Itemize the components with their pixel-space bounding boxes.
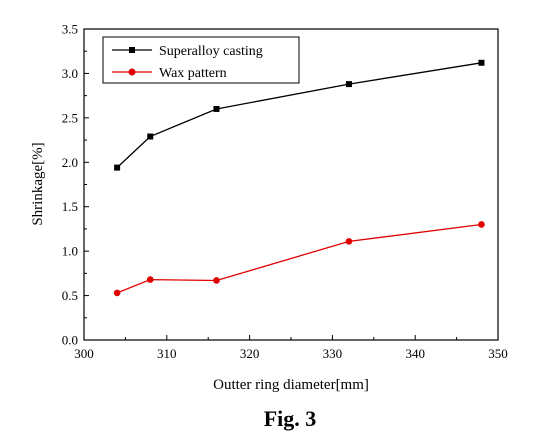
y-tick-label: 0.0 bbox=[62, 333, 78, 348]
y-tick-label: 1.0 bbox=[62, 244, 78, 259]
data-point-circle bbox=[213, 277, 220, 284]
series-line-1 bbox=[116, 223, 482, 294]
data-point-square bbox=[478, 59, 485, 66]
y-tick-label: 0.5 bbox=[62, 288, 78, 303]
data-point-circle bbox=[345, 238, 353, 245]
figure-caption: Fig. 3 bbox=[264, 406, 317, 431]
y-tick-label: 2.0 bbox=[62, 155, 78, 170]
series-layer bbox=[113, 59, 485, 297]
data-point-square bbox=[213, 105, 220, 112]
legend-marker-superalloy bbox=[129, 47, 135, 53]
data-point-square bbox=[345, 81, 352, 88]
data-point-square bbox=[114, 164, 121, 171]
data-point-circle bbox=[146, 276, 154, 283]
data-point-circle bbox=[478, 221, 485, 228]
data-point-square bbox=[147, 133, 154, 140]
legend-label-wax: Wax pattern bbox=[159, 66, 227, 81]
x-tick-label: 310 bbox=[157, 346, 177, 361]
legend: Superalloy casting Wax pattern bbox=[102, 36, 300, 84]
axis-ticks: 300 310 320 330 340 350 0.0 0.5 1.0 1.5 2.0 2.5 3.0 3… bbox=[62, 22, 508, 362]
y-axis-label: Shrinkage[%] bbox=[30, 142, 46, 225]
x-tick-label: 350 bbox=[488, 346, 508, 361]
x-tick-label: 300 bbox=[74, 346, 94, 361]
y-tick-label: 2.5 bbox=[62, 110, 78, 125]
x-tick-label: 320 bbox=[240, 346, 260, 361]
y-tick-label: 1.5 bbox=[62, 199, 78, 214]
x-tick-label: 340 bbox=[405, 346, 425, 361]
legend-label-superalloy: Superalloy casting bbox=[159, 44, 263, 59]
legend-marker-wax bbox=[128, 68, 136, 76]
x-tick-label: 330 bbox=[323, 346, 343, 361]
x-axis-label: Outter ring diameter[mm] bbox=[213, 377, 369, 393]
y-tick-label: 3.5 bbox=[62, 22, 78, 37]
legend-box bbox=[102, 36, 300, 84]
y-tick-label: 3.0 bbox=[62, 66, 78, 81]
data-point-circle bbox=[113, 289, 121, 297]
